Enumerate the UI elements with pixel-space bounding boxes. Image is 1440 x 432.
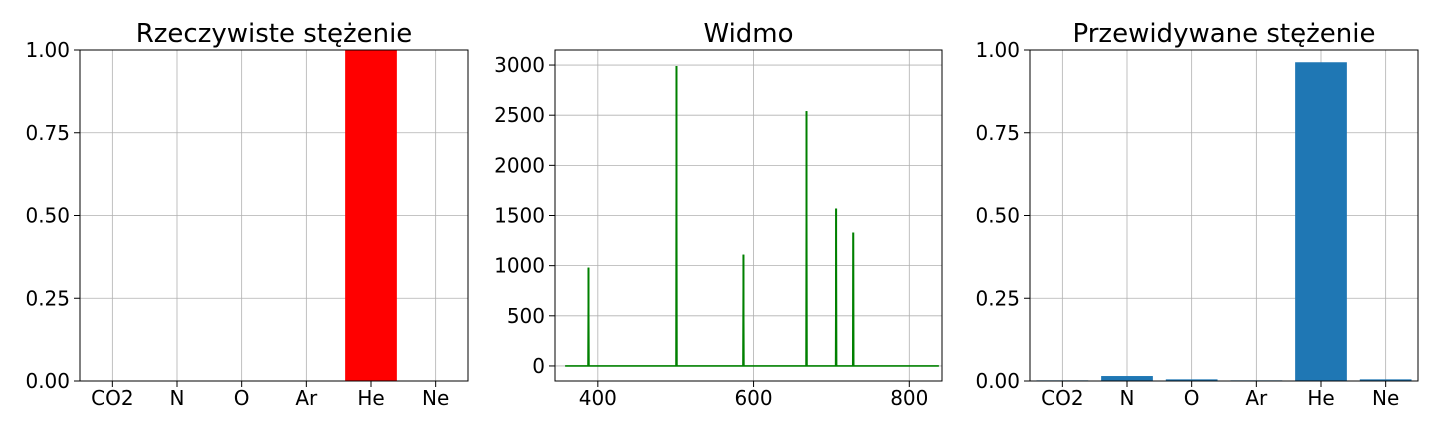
x-tick-label: CO2 (91, 386, 133, 410)
y-tick-label: 1.00 (975, 38, 1020, 62)
chart-title: Widmo (703, 19, 793, 49)
bar-he (1295, 62, 1347, 381)
x-tick-label: He (1307, 386, 1334, 410)
bar-ne (1359, 379, 1412, 381)
y-tick-label: 500 (507, 304, 545, 328)
y-tick-label: 0.75 (25, 121, 70, 145)
chart-title: Rzeczywiste stężenie (136, 19, 413, 49)
x-tick-label: 600 (734, 386, 772, 410)
x-tick-label: N (170, 386, 185, 410)
x-tick-label: N (1120, 386, 1135, 410)
panel-spectrum: Widmo 400 600 800 0 500 1000 1500 2000 2500 3000 (494, 19, 943, 410)
y-tick-label: 0.25 (975, 286, 1020, 310)
panel-predicted-concentration: Przewidywane stężenie CO2 N O Ar He Ne 0.00 0.25… (975, 19, 1419, 410)
x-tick-label: 400 (579, 386, 617, 410)
bar-o (1165, 379, 1218, 381)
y-tick-label: 0.00 (25, 369, 70, 393)
axes-frame (554, 49, 943, 382)
x-tick-label: O (234, 386, 250, 410)
panel-actual-concentration: Rzeczywiste stężenie CO2 N O Ar He Ne 0.00 0.25 0… (25, 19, 469, 410)
y-tick-label: 1500 (494, 204, 545, 228)
chart-title: Przewidywane stężenie (1073, 19, 1376, 49)
axes-frame (79, 49, 469, 382)
bar-n (1101, 376, 1153, 381)
axes-frame (1029, 49, 1419, 382)
y-tick-label: 3000 (494, 53, 545, 77)
marks (1036, 62, 1412, 381)
marks (345, 50, 397, 381)
y-tick-label: 2000 (494, 153, 545, 177)
x-tick-label: Ar (295, 386, 318, 410)
y-tick-label: 0.25 (25, 286, 70, 310)
y-tick-label: 0.75 (975, 121, 1020, 145)
x-tick-label: CO2 (1041, 386, 1083, 410)
x-tick-label: Ne (1372, 386, 1399, 410)
grid (555, 50, 942, 381)
x-tick-label: 800 (890, 386, 928, 410)
grid (80, 49, 468, 382)
y-tick-label: 0.00 (975, 369, 1020, 393)
grid (1030, 49, 1418, 382)
y-tick-label: 0.50 (975, 204, 1020, 228)
x-tick-label: O (1184, 386, 1200, 410)
y-tick-label: 0.50 (25, 204, 70, 228)
x-tick-label: Ne (422, 386, 449, 410)
y-tick-label: 1.00 (25, 38, 70, 62)
spectrum-line (565, 66, 939, 367)
y-tick-label: 0 (532, 354, 545, 378)
x-tick-label: Ar (1245, 386, 1268, 410)
x-tick-label: He (357, 386, 384, 410)
y-tick-label: 1000 (494, 254, 545, 278)
y-tick-label: 2500 (494, 103, 545, 127)
bar-he (345, 50, 397, 381)
marks (565, 66, 939, 367)
